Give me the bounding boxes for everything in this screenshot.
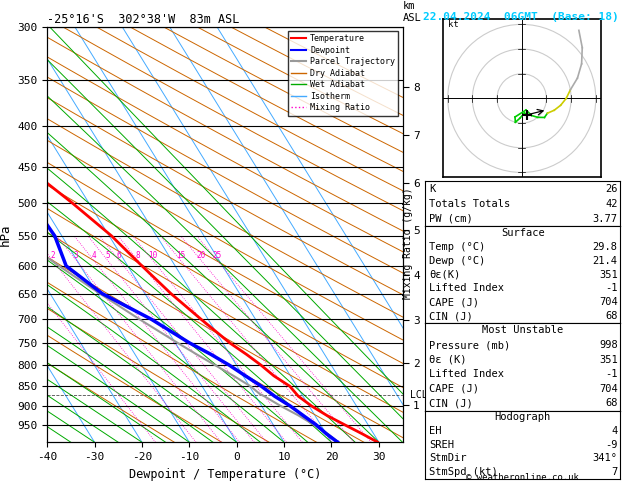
Text: 42: 42: [605, 199, 618, 208]
Text: -25°16'S  302°38'W  83m ASL: -25°16'S 302°38'W 83m ASL: [47, 13, 240, 26]
Text: 15: 15: [176, 251, 185, 260]
Text: 704: 704: [599, 384, 618, 394]
Text: 6: 6: [116, 251, 121, 260]
Text: 25: 25: [213, 251, 221, 260]
X-axis label: Dewpoint / Temperature (°C): Dewpoint / Temperature (°C): [129, 468, 321, 481]
Text: 2: 2: [50, 251, 55, 260]
Text: CIN (J): CIN (J): [429, 399, 473, 408]
Text: Pressure (mb): Pressure (mb): [429, 340, 510, 350]
Text: 3: 3: [74, 251, 79, 260]
Text: 7: 7: [611, 467, 618, 477]
Text: Temp (°C): Temp (°C): [429, 242, 485, 252]
Text: Most Unstable: Most Unstable: [482, 326, 564, 335]
Text: Lifted Index: Lifted Index: [429, 369, 504, 379]
Text: 4: 4: [611, 426, 618, 436]
Text: 21.4: 21.4: [593, 256, 618, 266]
Text: K: K: [429, 184, 435, 194]
Text: 341°: 341°: [593, 453, 618, 463]
Text: θε (K): θε (K): [429, 355, 467, 364]
Text: 68: 68: [605, 311, 618, 321]
Text: 68: 68: [605, 399, 618, 408]
Y-axis label: hPa: hPa: [0, 223, 12, 246]
Text: CIN (J): CIN (J): [429, 311, 473, 321]
Text: -1: -1: [605, 283, 618, 294]
Text: 8: 8: [135, 251, 140, 260]
Text: -9: -9: [605, 440, 618, 450]
Text: EH: EH: [429, 426, 442, 436]
Text: 26: 26: [605, 184, 618, 194]
Text: Hodograph: Hodograph: [494, 413, 551, 422]
Text: Dewp (°C): Dewp (°C): [429, 256, 485, 266]
Text: 4: 4: [91, 251, 96, 260]
Text: Surface: Surface: [501, 228, 545, 238]
Legend: Temperature, Dewpoint, Parcel Trajectory, Dry Adiabat, Wet Adiabat, Isotherm, Mi: Temperature, Dewpoint, Parcel Trajectory…: [287, 31, 398, 116]
Text: CAPE (J): CAPE (J): [429, 384, 479, 394]
Text: LCL: LCL: [409, 390, 427, 400]
Text: 22.04.2024  06GMT  (Base: 18): 22.04.2024 06GMT (Base: 18): [423, 12, 618, 22]
Text: PW (cm): PW (cm): [429, 213, 473, 224]
Text: Totals Totals: Totals Totals: [429, 199, 510, 208]
Text: Lifted Index: Lifted Index: [429, 283, 504, 294]
Text: StmDir: StmDir: [429, 453, 467, 463]
Text: 351: 351: [599, 270, 618, 279]
Text: 351: 351: [599, 355, 618, 364]
Text: 704: 704: [599, 297, 618, 307]
Text: 3.77: 3.77: [593, 213, 618, 224]
Text: -1: -1: [605, 369, 618, 379]
Text: km
ASL: km ASL: [403, 1, 421, 22]
Text: 5: 5: [105, 251, 109, 260]
Text: 998: 998: [599, 340, 618, 350]
Text: SREH: SREH: [429, 440, 454, 450]
Text: 29.8: 29.8: [593, 242, 618, 252]
Text: 10: 10: [148, 251, 157, 260]
Text: StmSpd (kt): StmSpd (kt): [429, 467, 498, 477]
Text: Mixing Ratio (g/kg): Mixing Ratio (g/kg): [403, 187, 413, 299]
Text: 20: 20: [196, 251, 206, 260]
Text: © weatheronline.co.uk: © weatheronline.co.uk: [465, 473, 579, 482]
Text: kt: kt: [448, 20, 459, 29]
Text: CAPE (J): CAPE (J): [429, 297, 479, 307]
Text: θε(K): θε(K): [429, 270, 460, 279]
